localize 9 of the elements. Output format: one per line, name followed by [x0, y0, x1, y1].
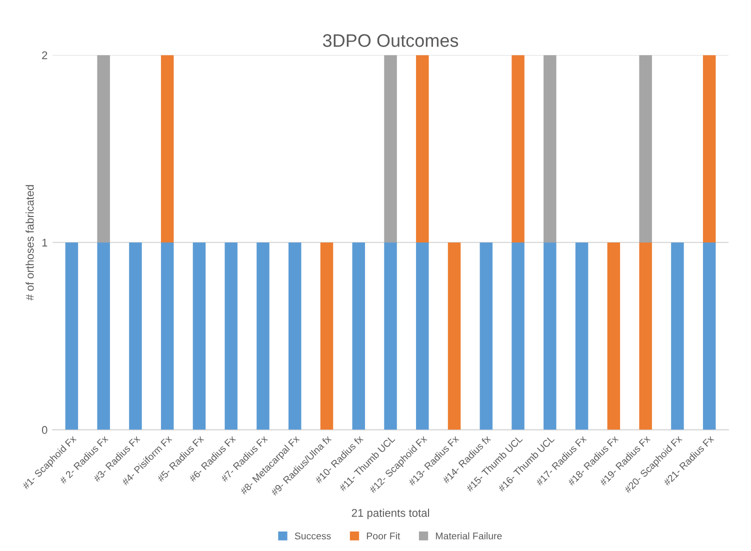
legend-label: Material Failure: [436, 532, 502, 540]
legend-label: Poor Fit: [366, 532, 400, 540]
y-axis-title: # of orthoses fabricated: [26, 185, 34, 300]
y-tick-label: 2: [42, 51, 48, 60]
x-axis-title: 21 patients total: [352, 508, 430, 520]
chart-title: 3DPO Outcomes: [322, 34, 458, 47]
legend-label: Success: [294, 532, 331, 540]
y-tick-label: 1: [42, 238, 48, 246]
y-tick-label: 0: [42, 426, 48, 434]
